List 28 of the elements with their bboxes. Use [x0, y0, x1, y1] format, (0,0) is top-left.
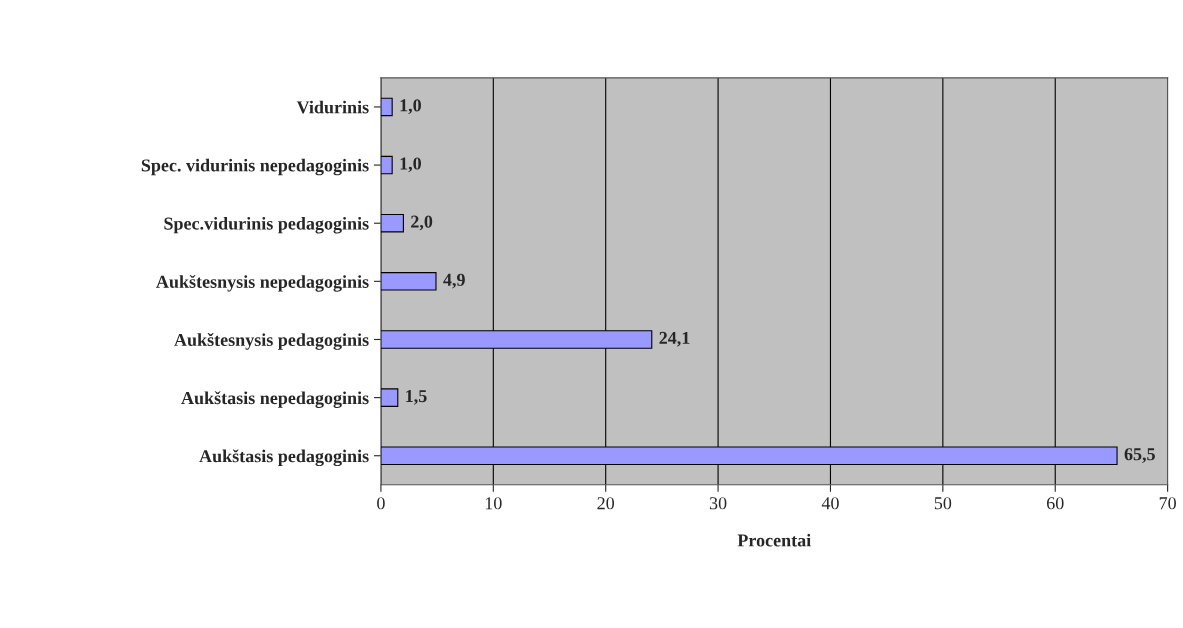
y-tick-label: Aukštesnysis nepedagoginis: [156, 274, 369, 292]
data-label: 65,5: [1124, 448, 1155, 463]
x-tick-label: 70: [1159, 497, 1176, 510]
x-tick-label: 50: [934, 497, 952, 510]
data-label: 24,1: [659, 331, 690, 347]
bar: [380, 388, 399, 407]
y-tick-label: Spec. vidurinis nepedagoginis: [141, 158, 369, 176]
x-axis-title: Procentai: [737, 533, 811, 547]
bar: [380, 155, 393, 175]
x-tick-label: 10: [485, 497, 502, 510]
bar: [380, 97, 393, 117]
data-label: 1,0: [400, 99, 421, 115]
bar: [380, 272, 437, 291]
data-label: 1,5: [406, 390, 427, 405]
data-label: 1,0: [400, 157, 421, 173]
x-tick-label: 30: [709, 497, 727, 510]
bar: [380, 213, 404, 233]
y-tick-label: Vidurinis: [296, 100, 369, 114]
y-tick-label: Spec.vidurinis pedagoginis: [164, 216, 369, 234]
x-tick-label: 60: [1046, 497, 1064, 510]
x-tick-label: 20: [597, 497, 615, 510]
data-label: 2,0: [411, 215, 433, 231]
x-tick-label: 0: [377, 497, 385, 510]
y-tick-label: Aukštasis nepedagoginis: [181, 391, 369, 408]
data-label: 4,9: [443, 273, 465, 289]
y-tick-label: Aukštesnysis pedagoginis: [174, 333, 369, 350]
y-tick-label: Aukštasis pedagoginis: [199, 449, 369, 467]
x-tick-label: 40: [821, 497, 839, 510]
